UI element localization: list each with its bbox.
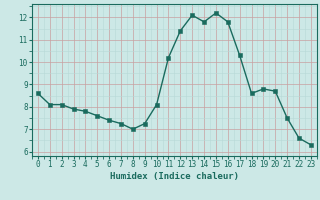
- X-axis label: Humidex (Indice chaleur): Humidex (Indice chaleur): [110, 172, 239, 181]
